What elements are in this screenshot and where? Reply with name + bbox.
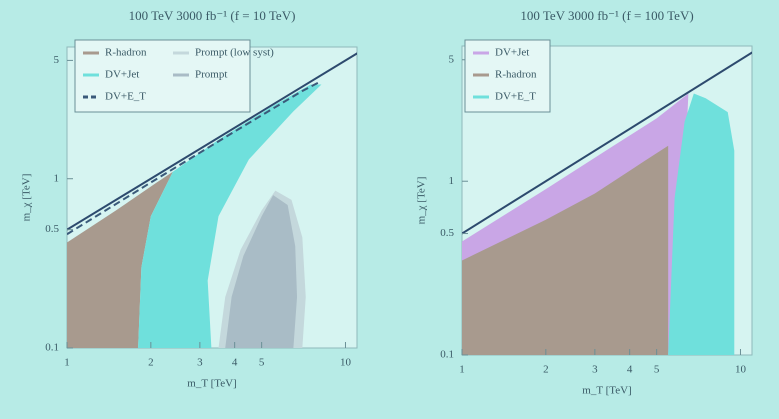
y-tick-label: 5 [449,53,455,65]
x-tick-label: 5 [654,364,660,376]
y-axis-label: m_χ [TeV] [416,177,428,225]
legend-label: DV+E_T [495,91,536,103]
x-tick-label: 4 [627,364,633,376]
legend-label: DV+E_T [105,91,146,103]
y-tick-label: 0.5 [45,223,59,235]
legend-label: Prompt (low syst) [195,47,274,59]
x-tick-label: 2 [543,364,549,376]
y-axis-label: m_χ [TeV] [21,174,33,222]
x-tick-label: 3 [592,364,598,376]
legend-label: DV+Jet [495,47,529,59]
y-tick-label: 0.1 [440,349,454,361]
x-tick-label: 3 [197,357,203,369]
x-tick-label: 1 [459,364,465,376]
x-axis-label: m_T [TeV] [187,378,236,390]
legend-label: R-hadron [105,47,147,59]
page: {"chart_data":[ {"type":"area","title":"… [0,0,779,419]
chart-title: 100 TeV 3000 fb⁻¹ (f = 100 TeV) [520,8,693,23]
y-tick-label: 1 [54,172,60,184]
x-axis-label: m_T [TeV] [582,385,631,397]
x-tick-label: 4 [232,357,238,369]
legend-label: Prompt [195,69,227,81]
legend-label: DV+Jet [105,69,139,81]
x-tick-label: 10 [735,364,747,376]
chart: 1 2 3 4 5 10 0.1 0.5 1 5 100 TeV 3000 fb⁻¹ (f = 10… [0,0,779,419]
y-tick-label: 0.1 [45,342,59,354]
x-tick-label: 5 [259,357,265,369]
y-tick-label: 0.5 [440,227,454,239]
chart-title: 100 TeV 3000 fb⁻¹ (f = 10 TeV) [129,8,296,23]
x-tick-label: 2 [148,357,154,369]
y-tick-label: 1 [449,175,455,187]
y-tick-label: 5 [54,54,60,66]
x-tick-label: 1 [64,357,70,369]
x-tick-label: 10 [340,357,352,369]
legend-label: R-hadron [495,69,537,81]
